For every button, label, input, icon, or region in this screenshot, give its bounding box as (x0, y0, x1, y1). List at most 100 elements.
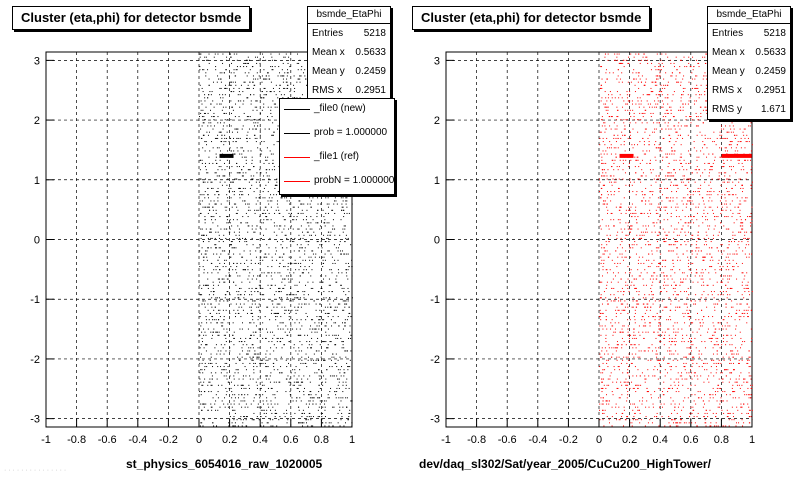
data-point (725, 284, 727, 286)
data-point (267, 106, 269, 108)
data-point (249, 272, 251, 274)
data-point (623, 425, 625, 427)
data-point (216, 191, 218, 193)
data-point (723, 225, 725, 227)
data-point (204, 378, 206, 380)
data-point (685, 244, 687, 246)
data-point (242, 256, 244, 258)
data-point (631, 216, 633, 218)
data-point (651, 253, 653, 255)
data-point (301, 425, 303, 427)
data-point (739, 225, 741, 227)
data-point (230, 241, 232, 243)
data-point (619, 331, 621, 333)
data-point (222, 94, 224, 96)
data-point (750, 375, 752, 377)
data-point (267, 331, 269, 333)
data-point (251, 159, 253, 161)
data-point (606, 250, 608, 252)
data-point (739, 231, 741, 233)
data-point (278, 381, 280, 383)
data-point (739, 212, 741, 214)
data-point (648, 216, 650, 218)
data-point (720, 397, 722, 399)
data-point (665, 259, 667, 261)
data-point (313, 362, 315, 364)
data-point (225, 237, 227, 239)
data-point (610, 281, 612, 283)
data-point (619, 253, 621, 255)
data-point (313, 231, 315, 233)
data-point (725, 369, 727, 371)
data-point (606, 400, 608, 402)
data-point (275, 412, 277, 414)
data-point (261, 272, 263, 274)
data-point (291, 397, 293, 399)
data-point (201, 103, 203, 105)
data-point (632, 387, 634, 389)
data-point (226, 228, 228, 230)
data-point (600, 397, 602, 399)
data-point (242, 322, 244, 324)
data-point (348, 416, 350, 418)
data-point (743, 422, 745, 424)
data-point (697, 281, 699, 283)
data-point (228, 253, 230, 255)
data-point (690, 216, 692, 218)
data-point (321, 319, 323, 321)
data-point (306, 231, 308, 233)
data-point (344, 350, 346, 352)
data-point (236, 69, 238, 71)
data-point (328, 241, 330, 243)
data-point (343, 372, 345, 374)
data-point (326, 237, 328, 239)
data-point (227, 403, 229, 405)
data-point (721, 281, 723, 283)
data-point (664, 275, 666, 277)
data-point (719, 269, 721, 271)
data-point (316, 212, 318, 214)
data-point (696, 219, 698, 221)
data-point (294, 97, 296, 99)
data-point (199, 378, 201, 380)
data-point (633, 416, 635, 418)
data-point (747, 316, 749, 318)
data-point (717, 344, 719, 346)
data-point (313, 416, 315, 418)
data-point (715, 416, 717, 418)
data-point (697, 234, 699, 236)
data-point (658, 247, 660, 249)
data-point (602, 312, 604, 314)
data-point (344, 325, 346, 327)
data-point (298, 250, 300, 252)
data-point (248, 206, 250, 208)
data-point (602, 387, 604, 389)
data-point (254, 362, 256, 364)
data-point (339, 303, 341, 305)
data-point (639, 400, 641, 402)
data-point (607, 400, 609, 402)
data-point (276, 181, 278, 183)
data-point (249, 356, 251, 358)
data-point (663, 403, 665, 405)
data-point (727, 325, 729, 327)
data-point (743, 403, 745, 405)
data-point (219, 150, 221, 152)
data-point (205, 75, 207, 77)
data-point (228, 75, 230, 77)
data-point (733, 419, 735, 421)
data-point (205, 403, 207, 405)
data-point (285, 325, 287, 327)
data-point (203, 284, 205, 286)
data-point (300, 203, 302, 205)
data-point (687, 266, 689, 268)
data-point (213, 269, 215, 271)
data-point (301, 359, 303, 361)
data-point (250, 403, 252, 405)
data-point (646, 272, 648, 274)
data-point (242, 172, 244, 174)
data-point (211, 362, 213, 364)
data-point (210, 356, 212, 358)
data-point (212, 147, 214, 149)
data-point (715, 394, 717, 396)
